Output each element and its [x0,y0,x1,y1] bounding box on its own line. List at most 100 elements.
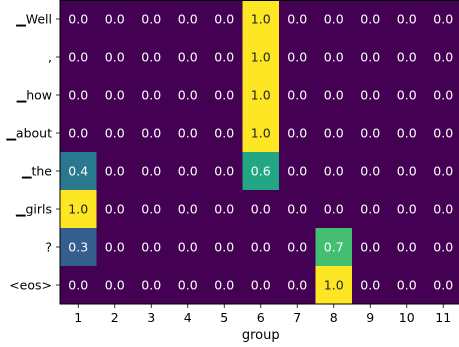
cell-value-label: 0.0 [68,50,88,65]
heatmap-cell [242,152,280,191]
x-tick-label: 10 [399,310,415,325]
cell-value-label: 0.0 [433,12,453,27]
heatmap-cell [425,114,459,153]
heatmap-cell [206,152,243,191]
heatmap-cell [279,114,316,153]
heatmap-cell [279,190,316,229]
heatmap-cell [169,266,207,305]
heatmap-cell [169,0,207,39]
heatmap-cell [352,152,389,191]
cell-value-label: 0.0 [178,126,198,141]
heatmap-cell [388,228,426,267]
cell-value-label: 0.0 [287,12,307,27]
cell-value-label: 1.0 [251,50,271,65]
heatmap-cell [96,190,134,229]
cell-value-label: 0.0 [287,164,307,179]
heatmap-cell [242,76,280,115]
heatmap-cell [96,38,134,77]
cell-value-label: 1.0 [251,126,271,141]
cell-value-label: 0.0 [324,126,344,141]
heatmap-cell [242,266,280,305]
cell-value-label: 0.0 [251,240,271,255]
y-tick-label: ▁Well [15,12,52,28]
heatmap-cell [169,38,207,77]
heatmap-cell [60,114,97,153]
heatmap-cell [133,0,170,39]
cell-value-label: 0.0 [105,126,125,141]
cell-value-label: 0.0 [214,202,234,217]
heatmap-cell [279,228,316,267]
heatmap-cell [352,228,389,267]
cell-value-label: 0.0 [105,88,125,103]
heatmap-cell [60,0,97,39]
cell-value-label: 0.0 [360,12,380,27]
heatmap-cell [206,38,243,77]
heatmap-cell [388,76,426,115]
heatmap-cell [96,114,134,153]
cell-value-label: 0.0 [433,126,453,141]
heatmap-cell [206,114,243,153]
cell-value-label: 0.0 [214,50,234,65]
cell-value-label: 0.0 [287,50,307,65]
cell-value-label: 0.0 [141,126,161,141]
heatmap-cell [133,38,170,77]
cell-value-label: 0.0 [360,50,380,65]
cell-value-label: 0.0 [214,240,234,255]
heatmap-cell [279,76,316,115]
cell-value-label: 0.0 [68,278,88,293]
cell-value-label: 0.0 [287,88,307,103]
heatmap-cell [169,228,207,267]
heatmap-cell [133,114,170,153]
heatmap-cell [60,190,97,229]
cell-value-label: 0.0 [324,88,344,103]
heatmap-cell [96,76,134,115]
cell-value-label: 0.0 [214,12,234,27]
cell-value-label: 0.0 [324,202,344,217]
heatmap-cell [388,0,426,39]
cell-value-label: 1.0 [251,88,271,103]
heatmap-cell [60,152,97,191]
heatmap-cell [388,152,426,191]
heatmap-cell [388,114,426,153]
heatmap-cell [279,38,316,77]
y-tick-label: ? [45,240,52,255]
cell-value-label: 0.0 [141,12,161,27]
heatmap-cell [315,0,353,39]
cell-value-label: 0.0 [360,240,380,255]
heatmap-cell [352,38,389,77]
cell-value-label: 0.0 [214,278,234,293]
cell-value-label: 0.6 [251,164,271,179]
cell-value-label: 0.0 [397,126,417,141]
heatmap-cell [60,266,97,305]
cell-value-label: 0.0 [397,278,417,293]
heatmap-cell [315,152,353,191]
cell-value-label: 0.3 [68,240,88,255]
y-tick-label: ▁girls [15,202,52,218]
cell-value-labels: 0.0 0.0 0.0 0.0 0.0 1.0 0.0 0.0 0.0 0.0 0.0 0.0 0.0 0… [68,12,453,293]
heatmap-cell [206,228,243,267]
heatmap-cell [279,152,316,191]
heatmap-cell [425,266,459,305]
cell-value-label: 0.0 [433,50,453,65]
cell-value-label: 0.0 [397,88,417,103]
heatmap-cell [169,152,207,191]
heatmap-cell [96,228,134,267]
cell-value-label: 0.0 [105,240,125,255]
cell-value-label: 0.0 [178,202,198,217]
heatmap-cell [60,38,97,77]
x-tick-label: 2 [111,310,119,325]
cell-value-label: 1.0 [68,202,88,217]
cell-value-label: 0.0 [178,12,198,27]
heatmap-cell [425,0,459,39]
cell-value-label: 0.0 [360,278,380,293]
x-tick-label: 11 [435,310,451,325]
y-tick-label: <eos> [9,278,52,293]
heatmap-cell [352,266,389,305]
cell-value-label: 0.0 [178,50,198,65]
heatmap-cell [96,266,134,305]
heatmap-cell [315,76,353,115]
cell-value-label: 0.0 [360,164,380,179]
heatmap-cell [133,266,170,305]
cell-value-label: 0.0 [141,278,161,293]
